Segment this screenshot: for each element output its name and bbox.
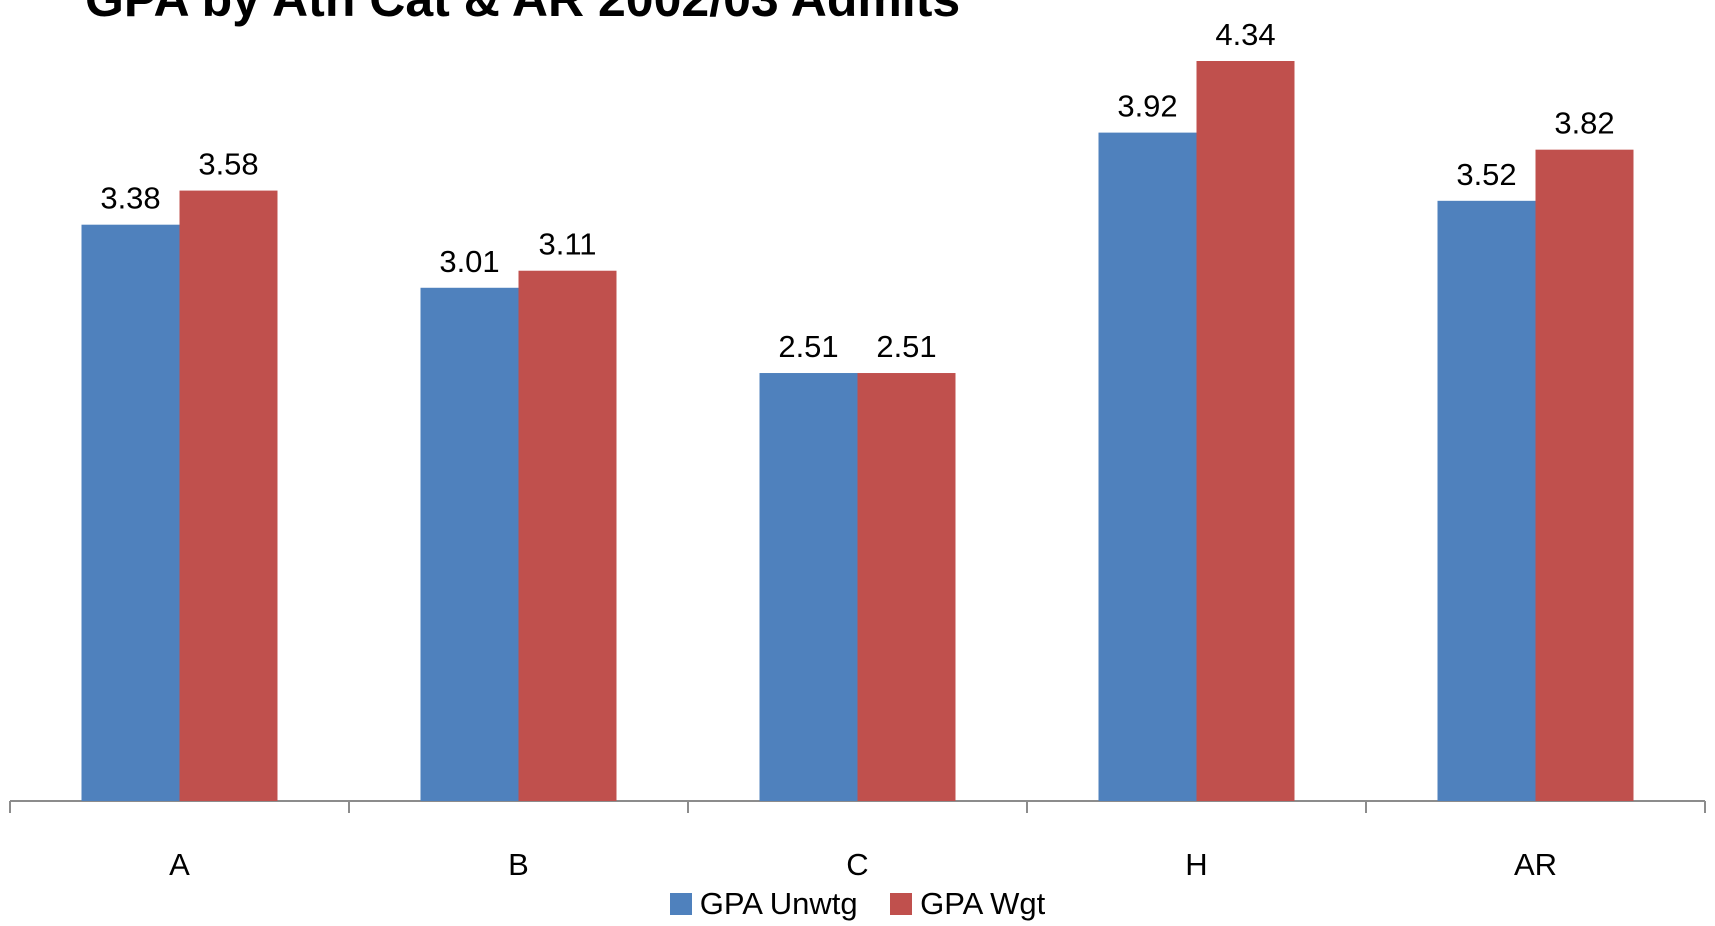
- data-label-h-series-1: 4.34: [1215, 17, 1275, 52]
- legend-item-wgt: GPA Wgt: [890, 886, 1045, 922]
- bar-a-series-1: [179, 190, 278, 801]
- bar-h-series-1: [1196, 61, 1295, 801]
- legend: GPA Unwtg GPA Wgt: [0, 886, 1715, 922]
- category-label-h: H: [1185, 847, 1207, 882]
- data-label-c-series-1: 2.51: [876, 329, 936, 364]
- legend-label-unwtg: GPA Unwtg: [699, 886, 858, 921]
- bar-c-series-0: [759, 373, 858, 801]
- category-label-b: B: [508, 847, 529, 882]
- bar-ar-series-0: [1437, 200, 1536, 801]
- data-label-b-series-0: 3.01: [439, 244, 499, 279]
- legend-swatch-unwtg: [669, 893, 692, 915]
- legend-item-unwtg: GPA Unwtg: [669, 886, 858, 922]
- data-label-ar-series-0: 3.52: [1456, 157, 1516, 192]
- data-label-a-series-0: 3.38: [100, 181, 160, 216]
- chart-title: GPA by Ath Cat & AR 2002/03 Admits: [85, 0, 960, 28]
- legend-label-wgt: GPA Wgt: [920, 886, 1046, 921]
- data-label-a-series-1: 3.58: [198, 147, 258, 182]
- bar-c-series-1: [857, 373, 956, 801]
- bar-b-series-0: [420, 287, 519, 802]
- data-label-ar-series-1: 3.82: [1554, 106, 1614, 141]
- data-label-h-series-0: 3.92: [1117, 89, 1177, 124]
- bar-b-series-1: [518, 270, 617, 801]
- bar-a-series-0: [81, 224, 180, 801]
- category-label-c: C: [846, 847, 868, 882]
- bar-ar-series-1: [1535, 149, 1634, 802]
- bar-h-series-0: [1098, 132, 1197, 801]
- data-label-b-series-1: 3.11: [538, 227, 596, 262]
- category-label-a: A: [169, 847, 190, 882]
- legend-swatch-wgt: [890, 893, 913, 915]
- category-label-ar: AR: [1514, 847, 1557, 882]
- data-label-c-series-0: 2.51: [778, 329, 838, 364]
